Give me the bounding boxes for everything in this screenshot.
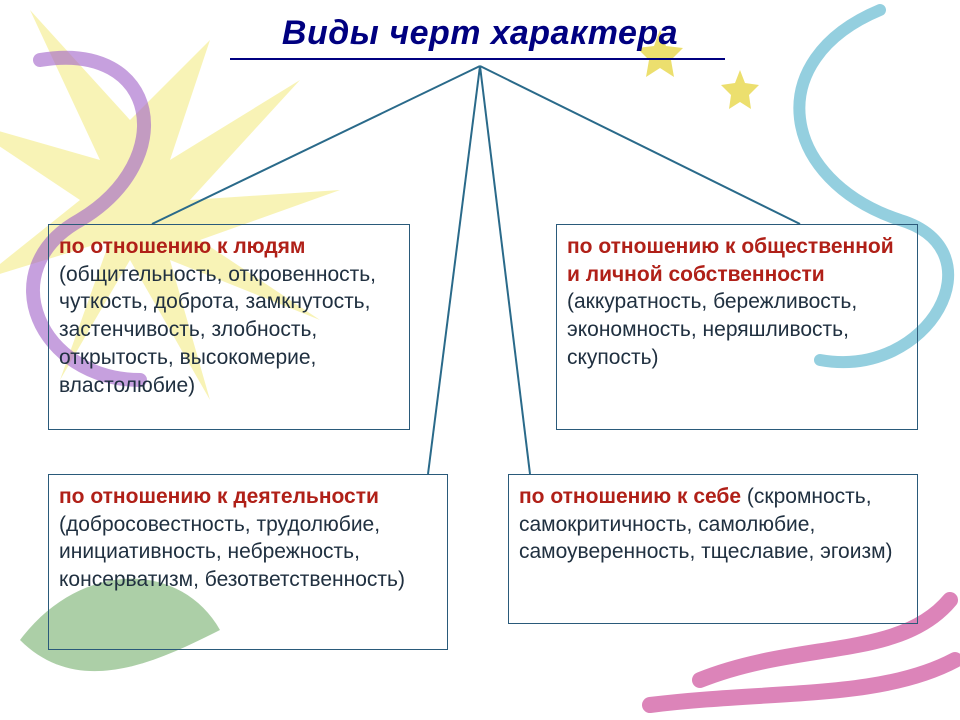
box-people: по отношению к людям (общительность, отк… xyxy=(48,224,410,430)
box-people-body: (общительность, откровенность, чуткость,… xyxy=(59,263,376,397)
box-property-heading: по отношению к общественной и личной соб… xyxy=(567,235,894,286)
box-property: по отношению к общественной и личной соб… xyxy=(556,224,918,430)
box-self-heading: по отношению к себе xyxy=(519,485,741,508)
box-property-body: (аккуратность, бережливость, экономность… xyxy=(567,290,857,368)
box-people-heading: по отношению к людям xyxy=(59,235,305,258)
box-activity-heading: по отношению к деятельности xyxy=(59,485,379,508)
box-activity-body: (добросовестность, трудолюбие, инициатив… xyxy=(59,513,405,591)
box-activity: по отношению к деятельности (добросовест… xyxy=(48,474,448,650)
box-self: по отношению к себе (скромность, самокри… xyxy=(508,474,918,624)
slide-root: Виды черт характера по отношению к людям… xyxy=(0,0,960,720)
